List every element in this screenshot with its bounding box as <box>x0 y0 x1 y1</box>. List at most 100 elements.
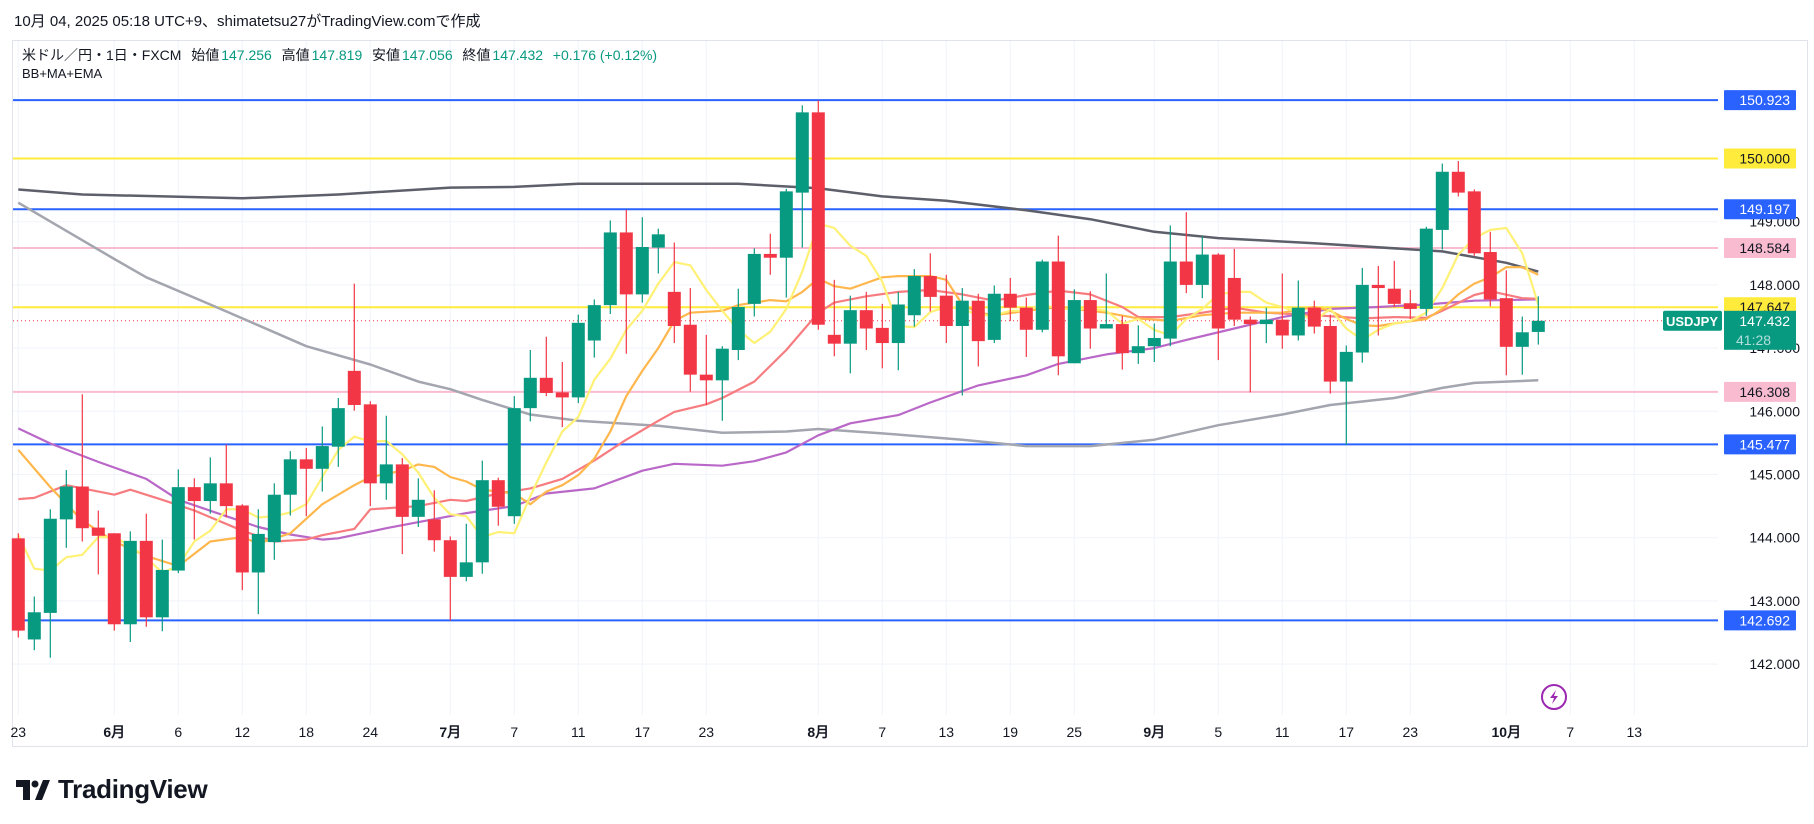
candle-down <box>491 477 505 526</box>
candle-down <box>91 510 105 575</box>
candle-down <box>811 100 825 330</box>
candle-body <box>411 499 425 517</box>
candle-down <box>1275 273 1289 349</box>
time-tick-label: 19 <box>1003 724 1019 740</box>
candle-up <box>795 105 809 248</box>
candle-down <box>1499 270 1513 376</box>
symbol-name[interactable]: 米ドル／円・1日・FXCM <box>22 47 182 63</box>
candle-body <box>235 505 249 573</box>
candle-body <box>827 334 841 344</box>
candle-up <box>1195 236 1209 299</box>
time-tick-label: 13 <box>939 724 955 740</box>
candle-body <box>1131 346 1145 354</box>
candle-body <box>587 305 601 341</box>
candle-down <box>1451 161 1465 197</box>
candle-up <box>1435 163 1449 250</box>
candle-body <box>1531 320 1545 332</box>
time-tick-label: 18 <box>299 724 315 740</box>
candle-up <box>571 314 585 404</box>
candle-body <box>539 377 553 393</box>
candle-down <box>827 279 841 357</box>
candle-down <box>187 478 201 540</box>
high-label: 高値 <box>281 47 310 63</box>
logo-text: TradingView <box>58 774 208 804</box>
candle-body <box>619 232 633 295</box>
level-price-label-bg <box>1724 90 1796 111</box>
indicator-line-ma-mid-gray <box>17 201 1539 448</box>
candle-body <box>843 310 857 344</box>
time-tick-label: 11 <box>571 724 586 740</box>
candle-up <box>1291 280 1305 341</box>
candle-body <box>1083 300 1097 329</box>
tradingview-logo[interactable]: TradingView <box>16 774 208 805</box>
candle-body <box>1275 319 1289 336</box>
candle-down <box>1115 315 1129 370</box>
candle-body <box>1419 228 1433 309</box>
close-value: 147.432 <box>492 47 544 63</box>
candle-down <box>875 303 889 369</box>
candle-up <box>603 220 617 314</box>
lightning-icon[interactable] <box>1541 684 1567 710</box>
price-axis[interactable]: 142.000143.000144.000145.000146.000147.0… <box>1749 214 1800 672</box>
candle-body <box>219 483 233 507</box>
candle-body <box>59 486 73 520</box>
candles <box>11 100 1545 658</box>
indicator-lines <box>17 182 1540 574</box>
level-price-label-bg <box>1724 381 1796 402</box>
level-price-label-bg <box>1724 237 1796 258</box>
open-value: 147.256 <box>221 47 272 63</box>
last-price-label: 147.432 <box>1739 313 1790 329</box>
last-price-label-bg <box>1724 310 1796 350</box>
candle-body <box>1371 284 1385 289</box>
candle-down <box>1003 277 1017 321</box>
candle-down <box>75 394 89 542</box>
candle-down <box>235 504 249 591</box>
candle-body <box>395 464 409 517</box>
candle-up <box>1035 259 1049 333</box>
candle-body <box>1147 337 1161 347</box>
candle-body <box>491 480 505 507</box>
low-label: 安値 <box>372 47 401 63</box>
candle-body <box>507 408 521 517</box>
time-tick-label: 7 <box>1566 724 1574 740</box>
candle-body <box>379 464 393 484</box>
candle-up <box>1099 273 1113 329</box>
candle-body <box>363 404 377 484</box>
candle-body <box>443 540 457 577</box>
high-value: 147.819 <box>311 47 363 63</box>
candle-body <box>139 540 153 618</box>
candle-body <box>1483 252 1497 300</box>
candle-down <box>1371 265 1385 336</box>
candle-body <box>1195 254 1209 285</box>
candle-body <box>43 518 57 613</box>
candle-down <box>347 283 361 411</box>
candle-body <box>283 459 297 495</box>
candle-down <box>539 336 553 397</box>
candle-up <box>1067 289 1081 364</box>
price-tick-label: 146.000 <box>1749 403 1800 419</box>
time-tick-label: 25 <box>1067 724 1083 740</box>
time-tick-label: 10月 <box>1492 724 1522 740</box>
tradingview-logo-icon <box>16 779 50 800</box>
time-tick-label: 9月 <box>1143 724 1165 740</box>
candle-body <box>635 246 649 295</box>
candle-body <box>459 562 473 577</box>
candle-body <box>939 295 953 326</box>
candle-body <box>1035 261 1049 330</box>
change-value: +0.176 (+0.12%) <box>552 47 658 63</box>
candle-down <box>139 513 153 627</box>
candle-up <box>331 398 345 467</box>
candle-body <box>251 533 265 573</box>
candle-body <box>27 612 41 640</box>
candle-body <box>955 300 969 326</box>
level-price-label-bg <box>1724 148 1796 169</box>
time-tick-label: 17 <box>1339 724 1355 740</box>
time-axis[interactable]: 23 6月 6 12 18 24 7月 7 11 17 23 8月 7 13 19 25 9月 5 11 17 23 10… <box>11 724 1643 740</box>
candle-up <box>731 288 745 361</box>
indicator-legend[interactable]: BB+MA+EMA <box>22 66 103 81</box>
low-value: 147.056 <box>402 47 453 63</box>
candle-up <box>251 509 265 615</box>
candle-down <box>395 458 409 555</box>
candle-down <box>1403 289 1417 320</box>
